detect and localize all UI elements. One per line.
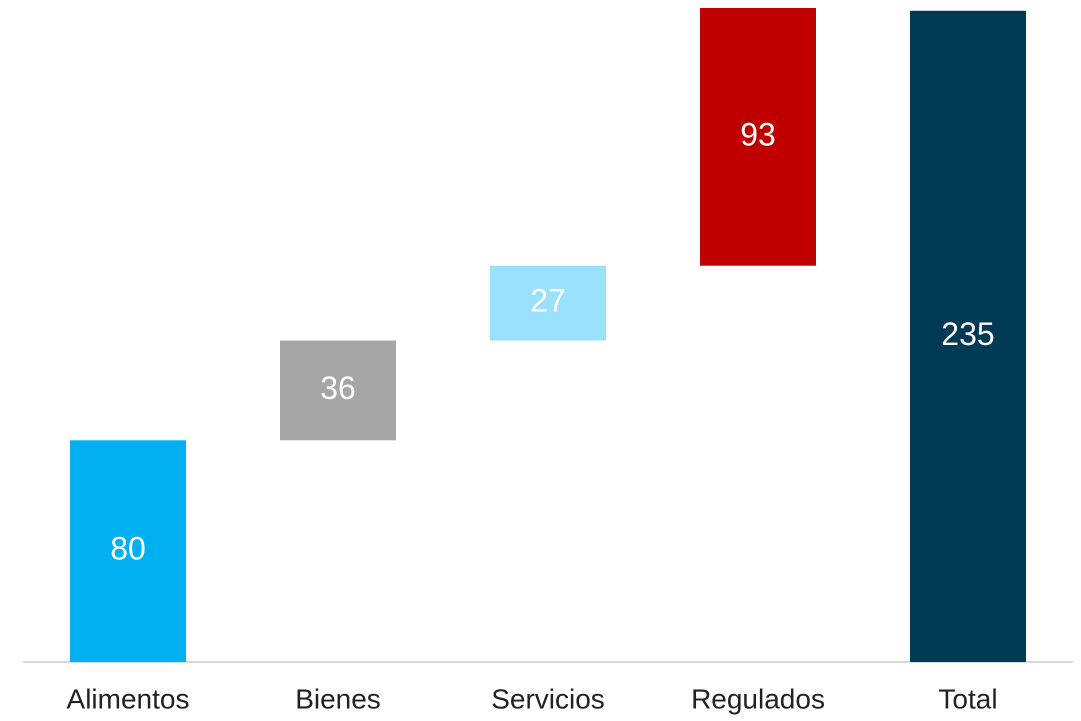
x-tick-label: Alimentos: [67, 683, 190, 714]
x-tick-label: Servicios: [491, 683, 605, 714]
bar: [910, 10, 1026, 663]
x-tick-label: Total: [938, 683, 997, 714]
bar: [490, 265, 606, 341]
value-label: 36: [320, 370, 356, 406]
bar: [280, 340, 396, 441]
value-label: 235: [941, 316, 994, 352]
bar: [70, 440, 186, 662]
x-tick-label: Regulados: [691, 683, 825, 714]
value-label: 80: [110, 531, 146, 567]
x-tick-label: Bienes: [295, 683, 381, 714]
value-label: 27: [530, 283, 566, 319]
bar: [700, 8, 816, 266]
value-label: 93: [740, 116, 776, 152]
